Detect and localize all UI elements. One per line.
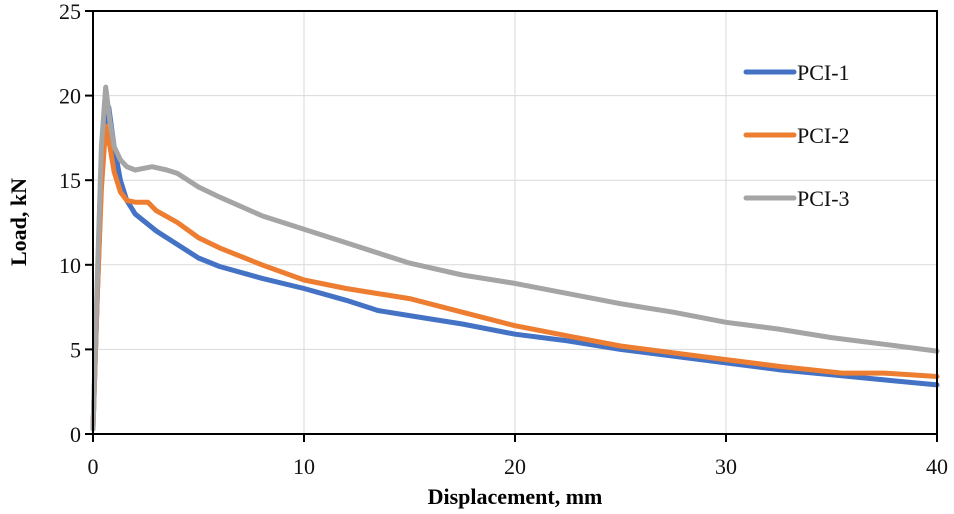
grid-lines — [93, 11, 937, 434]
legend-label: PCI-2 — [797, 123, 850, 148]
axes — [85, 10, 938, 442]
x-tick-label: 10 — [293, 454, 315, 479]
y-tick-label: 0 — [70, 422, 81, 447]
y-axis-title: Load, kN — [6, 178, 31, 266]
series-line-pci-3 — [90, 84, 940, 432]
y-tick-label: 10 — [59, 253, 81, 278]
legend-item-pci-3: PCI-3 — [743, 186, 850, 211]
legend-item-pci-2: PCI-2 — [743, 123, 850, 148]
y-tick-label: 15 — [59, 168, 81, 193]
x-axis-title: Displacement, mm — [428, 484, 603, 509]
y-tick-label: 25 — [59, 0, 81, 24]
series-line-pci-2 — [90, 123, 940, 432]
x-tick-label: 40 — [926, 454, 948, 479]
series-layer — [90, 84, 940, 432]
legend: PCI-1 PCI-2 PCI-3 — [743, 60, 850, 211]
legend-label: PCI-1 — [797, 60, 850, 85]
legend-item-pci-1: PCI-1 — [743, 60, 850, 85]
tick-labels: 0 5 10 15 20 25 0 10 20 30 40 — [59, 0, 948, 479]
x-tick-label: 20 — [504, 454, 526, 479]
x-tick-label: 30 — [715, 454, 737, 479]
y-tick-label: 20 — [59, 84, 81, 109]
y-tick-label: 5 — [70, 337, 81, 362]
x-tick-label: 0 — [88, 454, 99, 479]
legend-label: PCI-3 — [797, 186, 850, 211]
